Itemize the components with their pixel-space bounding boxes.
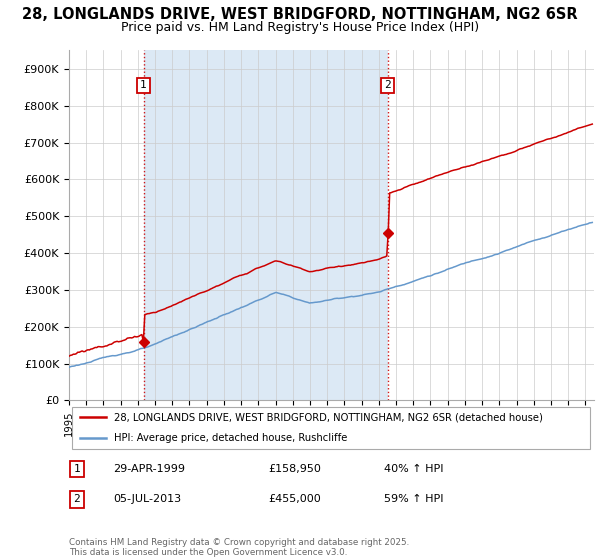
Bar [143, 50, 388, 400]
Text: 28, LONGLANDS DRIVE, WEST BRIDGFORD, NOTTINGHAM, NG2 6SR (detached house): 28, LONGLANDS DRIVE, WEST BRIDGFORD, NOT… [113, 412, 542, 422]
Text: £158,950: £158,950 [269, 464, 322, 474]
Text: 2: 2 [384, 81, 391, 90]
Text: 1: 1 [74, 464, 80, 474]
Text: 28, LONGLANDS DRIVE, WEST BRIDGFORD, NOTTINGHAM, NG2 6SR: 28, LONGLANDS DRIVE, WEST BRIDGFORD, NOT… [22, 7, 578, 22]
Text: 59% ↑ HPI: 59% ↑ HPI [384, 494, 443, 504]
FancyBboxPatch shape [71, 407, 590, 449]
Text: £455,000: £455,000 [269, 494, 321, 504]
Text: Contains HM Land Registry data © Crown copyright and database right 2025.
This d: Contains HM Land Registry data © Crown c… [69, 538, 409, 557]
Text: 40% ↑ HPI: 40% ↑ HPI [384, 464, 443, 474]
Text: 29-APR-1999: 29-APR-1999 [113, 464, 185, 474]
Text: 1: 1 [140, 81, 147, 90]
Text: 05-JUL-2013: 05-JUL-2013 [113, 494, 182, 504]
Text: 2: 2 [74, 494, 80, 504]
Text: HPI: Average price, detached house, Rushcliffe: HPI: Average price, detached house, Rush… [113, 433, 347, 444]
Text: Price paid vs. HM Land Registry's House Price Index (HPI): Price paid vs. HM Land Registry's House … [121, 21, 479, 34]
